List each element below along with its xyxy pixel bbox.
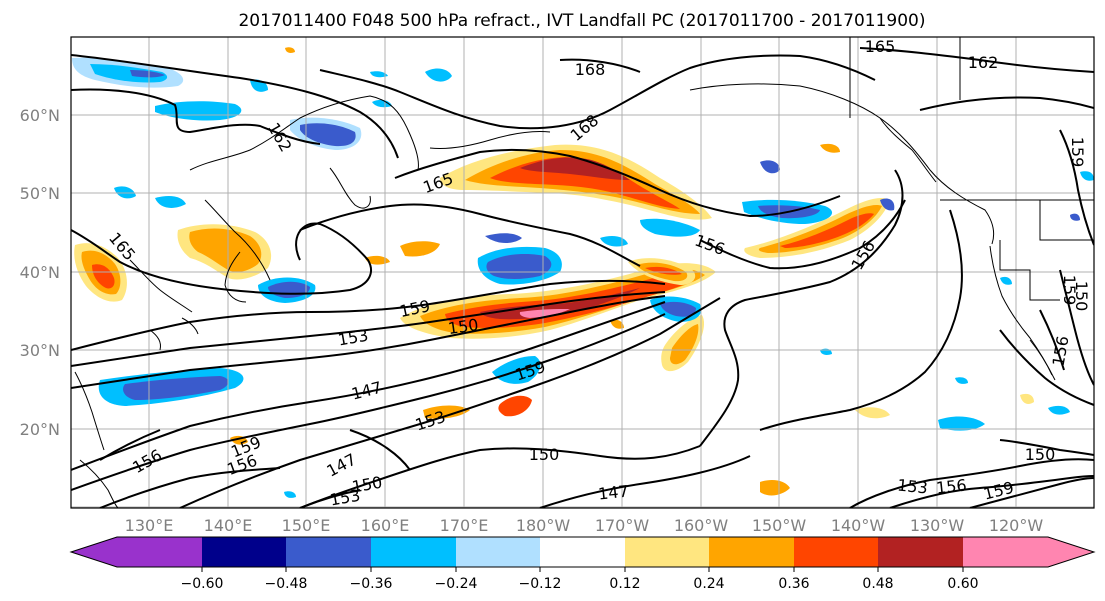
lat-label: 40°N xyxy=(20,263,60,282)
colorbar-tick-label: −0.60 xyxy=(181,576,224,592)
colorbar-segment xyxy=(709,537,794,567)
lon-label: 140°W xyxy=(831,516,886,535)
map-frame xyxy=(70,36,1095,509)
contour-label: 150 xyxy=(529,445,560,464)
contour-label: 153 xyxy=(896,475,928,497)
contour-label: 150 xyxy=(447,315,480,338)
lon-label: 130°E xyxy=(125,516,174,535)
coastlines xyxy=(74,37,1094,508)
height-contours xyxy=(71,47,1094,508)
colorbar-segment xyxy=(202,537,286,567)
contour-label: 147 xyxy=(597,481,629,503)
colorbar-segment xyxy=(540,537,625,567)
lat-label: 50°N xyxy=(20,184,60,203)
lon-label: 130°W xyxy=(910,516,965,535)
colorbar-segment xyxy=(794,537,878,567)
lon-label: 150°E xyxy=(282,516,331,535)
lon-label: 140°E xyxy=(204,516,253,535)
colorbar-tick-label: −0.48 xyxy=(265,576,308,592)
contour-label: 159 xyxy=(1068,137,1087,168)
colorbar: −0.60 −0.48 −0.36 −0.24 −0.12 0.12 0.24 … xyxy=(69,536,1096,592)
colorbar-segment xyxy=(625,537,709,567)
colorbar-segment xyxy=(371,537,456,567)
map-panel: 165 162 168 168 162 159 165 165 156 156 … xyxy=(70,36,1095,510)
contour-label: 159 xyxy=(1060,275,1079,306)
colorbar-tick-label: 0.24 xyxy=(693,576,724,592)
colorbar-segments xyxy=(71,537,1094,567)
colorbar-tick-label: 0.48 xyxy=(862,576,893,592)
lat-label: 20°N xyxy=(20,420,60,439)
contour-label: 162 xyxy=(968,53,999,72)
contour-label: 150 xyxy=(1072,281,1091,312)
colorbar-ticks xyxy=(201,567,964,572)
colorbar-tick-label: 0.12 xyxy=(609,576,640,592)
colorbar-tick-label: −0.36 xyxy=(350,576,393,592)
longitude-labels: 130°E 140°E 150°E 160°E 170°E 180°W 170°… xyxy=(125,516,1044,535)
latitude-labels: 60°N 50°N 40°N 30°N 20°N xyxy=(20,106,60,439)
colorbar-tick-label: −0.12 xyxy=(519,576,562,592)
lon-label: 120°W xyxy=(989,516,1044,535)
colorbar-segment xyxy=(456,537,540,567)
lat-label: 30°N xyxy=(20,341,60,360)
contour-label: 165 xyxy=(865,37,896,56)
lat-label: 60°N xyxy=(20,106,60,125)
colorbar-tick-label: 0.60 xyxy=(947,576,978,592)
contour-label: 150 xyxy=(1025,445,1056,464)
colorbar-segment xyxy=(286,537,371,567)
colorbar-extend-low xyxy=(71,537,202,567)
colorbar-outline xyxy=(69,536,1096,568)
contour-label: 168 xyxy=(575,60,606,79)
figure-title: 2017011400 F048 500 hPa refract., IVT La… xyxy=(238,11,925,31)
lon-label: 150°W xyxy=(752,516,807,535)
colorbar-segment xyxy=(878,537,963,567)
colorbar-tick-label: −0.24 xyxy=(435,576,478,592)
lon-label: 160°W xyxy=(674,516,729,535)
lon-label: 180°W xyxy=(516,516,571,535)
lon-label: 170°E xyxy=(440,516,489,535)
lon-label: 170°W xyxy=(595,516,650,535)
contour-label: 156 xyxy=(935,475,967,497)
colorbar-extend-high xyxy=(963,537,1094,567)
lon-label: 160°E xyxy=(361,516,410,535)
colorbar-tick-label: 0.36 xyxy=(778,576,809,592)
